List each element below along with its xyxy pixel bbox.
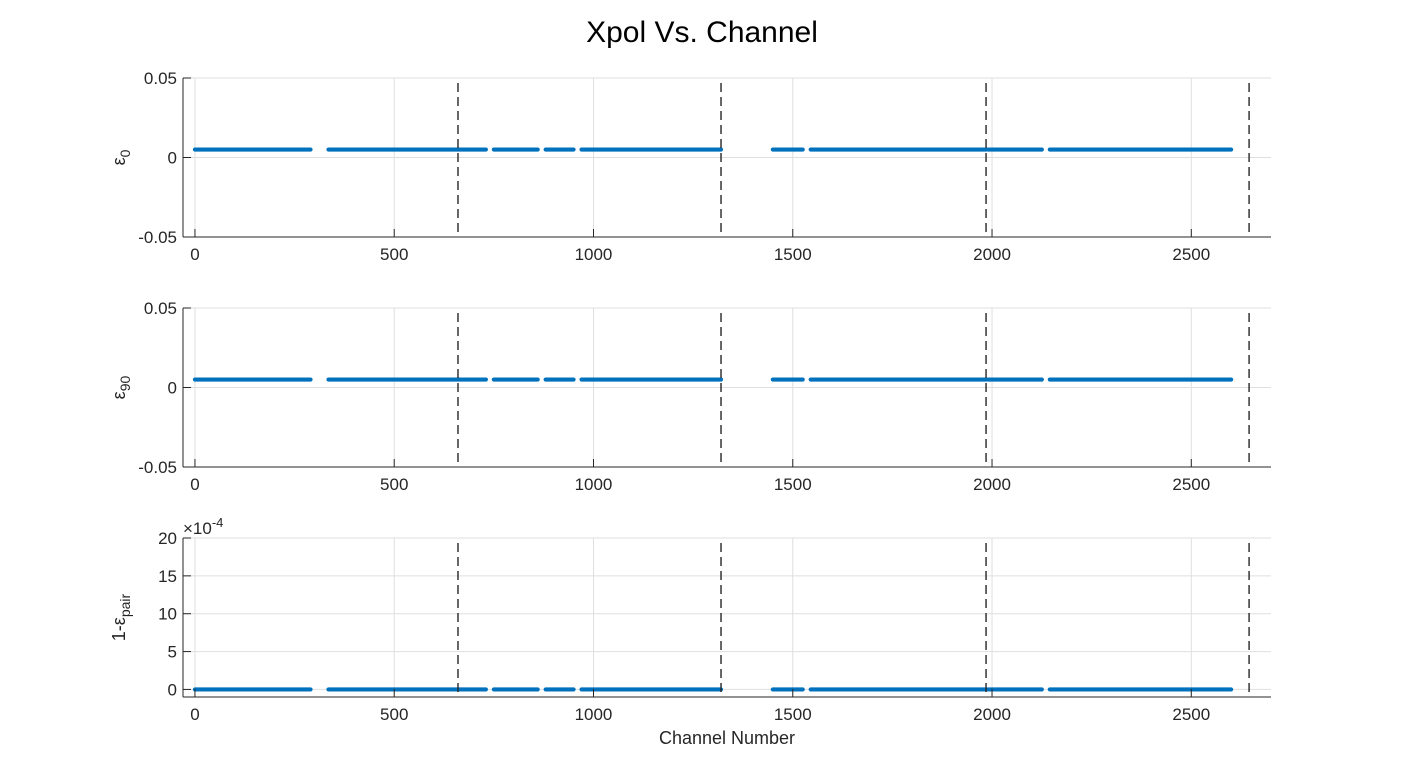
y-tick-label: -0.05 — [138, 228, 177, 247]
x-tick-label: 2500 — [1172, 475, 1210, 494]
y-tick-label: 0 — [168, 149, 177, 168]
x-tick-label: 1000 — [575, 705, 613, 724]
y-tick-label: 10 — [158, 605, 177, 624]
x-tick-label: 1500 — [774, 475, 812, 494]
y-tick-label: 0 — [168, 379, 177, 398]
x-tick-label: 2000 — [973, 705, 1011, 724]
y-tick-label: 0.05 — [144, 69, 177, 88]
x-tick-label: 500 — [380, 705, 408, 724]
x-tick-label: 2000 — [973, 475, 1011, 494]
figure-title: Xpol Vs. Channel — [586, 16, 818, 49]
x-tick-label: 1000 — [575, 475, 613, 494]
x-tick-label: 2000 — [973, 245, 1011, 264]
x-tick-label: 0 — [190, 475, 199, 494]
x-tick-label: 1500 — [774, 245, 812, 264]
x-axis-label: Channel Number — [659, 728, 795, 748]
y-tick-label: 0.05 — [144, 299, 177, 318]
x-tick-label: 500 — [380, 475, 408, 494]
y-axis-label: ε0 — [109, 149, 133, 165]
y-tick-label: 20 — [158, 529, 177, 548]
y-axis-label: ε90 — [109, 375, 133, 399]
y-axis-label: 1-εpair — [109, 593, 133, 641]
y-tick-label: 15 — [158, 567, 177, 586]
subplot-epsilon-90: 0 500 1000 1500 2000 2500 -0.05 0 0.05 ε90 — [109, 299, 1271, 494]
y-tick-label: -0.05 — [138, 458, 177, 477]
y-tick-label: 0 — [168, 680, 177, 699]
subplot-epsilon-0: 0 500 1000 1500 2000 2500 -0.05 0 0.05 ε0 — [109, 69, 1271, 264]
x-tick-label: 1000 — [575, 245, 613, 264]
y-exponent-label: ×10-4 — [183, 515, 223, 538]
y-tick-label: 5 — [168, 643, 177, 662]
x-tick-label: 500 — [380, 245, 408, 264]
x-tick-label: 0 — [190, 245, 199, 264]
x-tick-label: 1500 — [774, 705, 812, 724]
subplot-one-minus-epsilon-pair: 0 500 1000 1500 2000 2500 0 5 10 15 20 ×10-4 1-εpair — [109, 515, 1271, 724]
x-tick-label: 0 — [190, 705, 199, 724]
x-tick-label: 2500 — [1172, 245, 1210, 264]
x-tick-label: 2500 — [1172, 705, 1210, 724]
